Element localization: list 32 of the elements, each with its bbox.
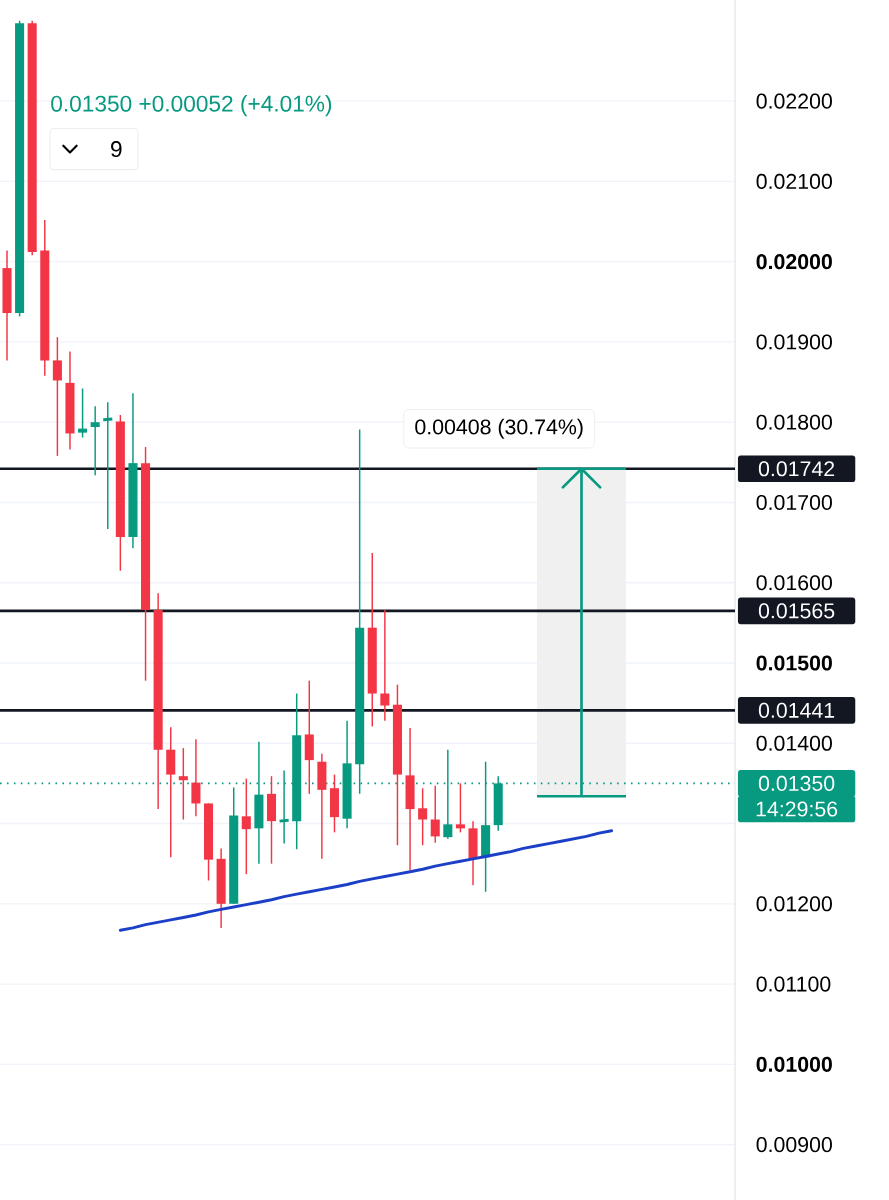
candlestick xyxy=(90,405,100,476)
candlestick xyxy=(380,609,390,722)
y-tick-label: 0.01400 xyxy=(756,735,832,751)
candlestick xyxy=(52,336,62,457)
candlestick xyxy=(178,747,188,821)
ref-line-label: 0.01742 xyxy=(758,461,835,477)
y-tick-label: 0.02100 xyxy=(756,173,832,189)
ref-line-label: 0.01441 xyxy=(758,702,835,718)
candlestick xyxy=(443,748,453,840)
y-tick-label: 0.01600 xyxy=(756,575,832,591)
candlestick xyxy=(78,387,88,439)
y-tick-label: 0.01200 xyxy=(756,896,832,912)
annotation: 9 xyxy=(111,141,122,158)
ref-line-label: 0.01565 xyxy=(758,603,835,619)
y-tick-label: 0.01900 xyxy=(756,334,832,350)
candlestick xyxy=(455,782,465,834)
y-tick-label: 0.02000 xyxy=(756,254,832,270)
y-tick-label: 0.01700 xyxy=(756,494,832,511)
candlestick xyxy=(418,787,428,846)
y-tick-label: 0.01100 xyxy=(756,976,831,992)
text: 14:29:56 xyxy=(756,801,838,817)
legend-label: 0.00408 (30.74%) xyxy=(415,418,583,439)
candlestick xyxy=(191,738,201,818)
y-tick-label: 0.00900 xyxy=(756,1137,832,1153)
y-tick-label: 0.01500 xyxy=(756,655,832,671)
y-tick-label: 0.01800 xyxy=(756,414,832,430)
y-tick-label: 0.01000 xyxy=(756,1056,832,1072)
candlestick xyxy=(241,777,251,875)
candlestick xyxy=(430,785,440,844)
y-tick-label: 0.02200 xyxy=(756,93,832,109)
text: 0.01350 +0.00052 (+4.01%) xyxy=(51,95,332,117)
ref-line-label: 0.01350 xyxy=(758,775,835,791)
